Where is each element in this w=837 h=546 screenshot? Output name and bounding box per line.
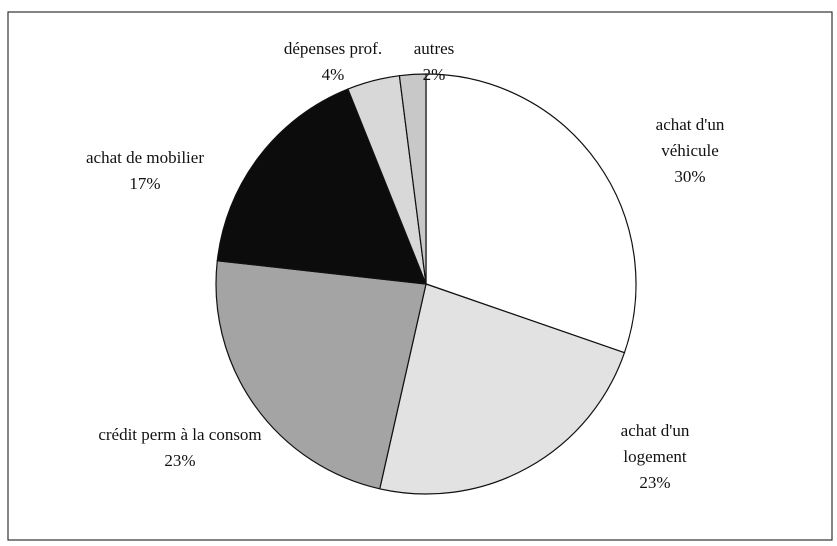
category-label: crédit perm à la consom (98, 425, 262, 444)
category-label: achat d'un véhicule (655, 115, 725, 160)
slice-label: achat d'un véhicule 30% (630, 112, 750, 190)
pie-slice (425, 73, 637, 354)
pie-slice (379, 283, 626, 495)
value-label: 4% (321, 65, 345, 84)
category-label: achat d'un logement (620, 421, 690, 466)
slice-label: crédit perm à la consom 23% (95, 422, 265, 474)
slice-label: achat de mobilier 17% (60, 145, 230, 197)
category-label: dépenses prof. (283, 39, 383, 58)
value-label: 30% (674, 167, 706, 186)
value-label: 2% (422, 65, 446, 84)
slice-label: autres 2% (410, 36, 458, 88)
value-label: 23% (639, 473, 671, 492)
pie-slice (215, 260, 427, 490)
pie-slice (398, 73, 427, 285)
slice-label: achat d'un logement 23% (590, 418, 720, 496)
value-label: 17% (129, 174, 161, 193)
category-label: autres (413, 39, 455, 58)
pie-slice (216, 88, 427, 285)
value-label: 23% (164, 451, 196, 470)
slice-label: dépenses prof. 4% (258, 36, 408, 88)
category-label: achat de mobilier (85, 148, 204, 167)
